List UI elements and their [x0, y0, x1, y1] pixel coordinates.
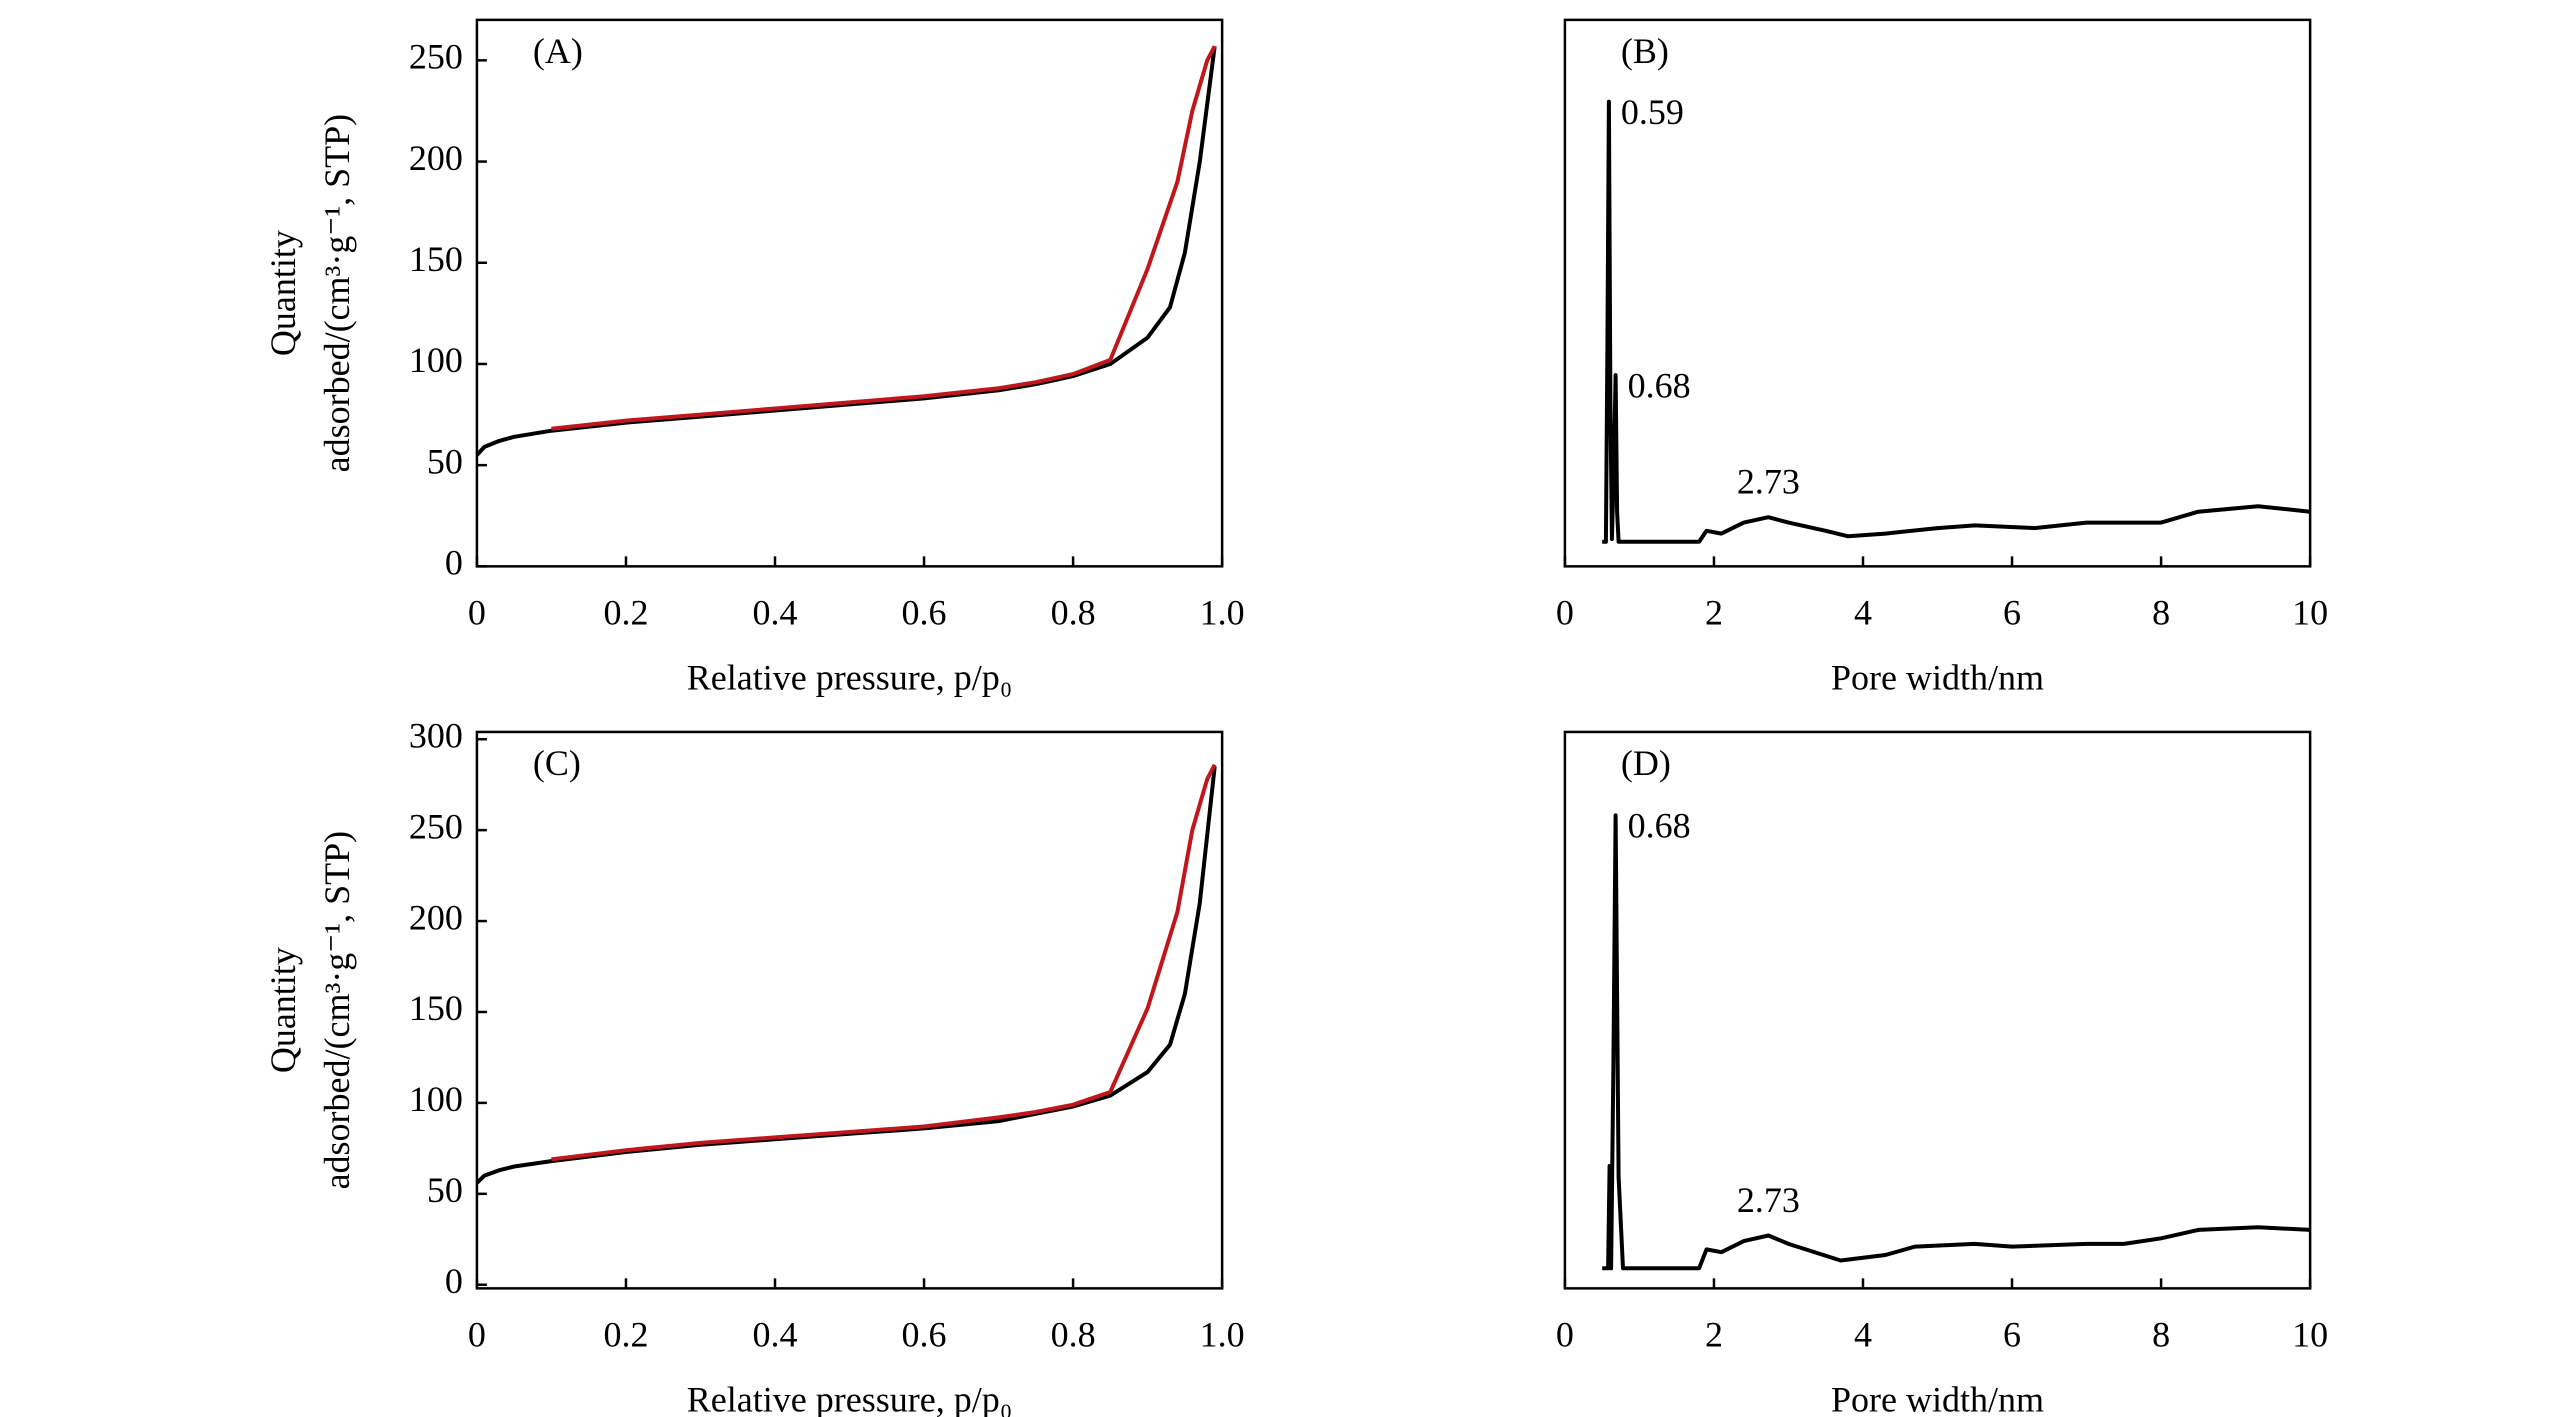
x-tick-label: 0.8 [1051, 593, 1096, 633]
y-tick-label: 0 [445, 543, 463, 583]
x-axis-label: Pore width/nm [1831, 658, 2044, 698]
y-tick-label: 250 [409, 806, 463, 846]
x-tick-label: 0 [1556, 593, 1574, 633]
x-axis-label: Relative pressure, p/p₀ [687, 1380, 1012, 1417]
y-tick-label: 200 [409, 897, 463, 937]
series-line [551, 763, 1217, 1162]
x-tick-label: 6 [2003, 1315, 2021, 1355]
panel-label: (A) [533, 31, 583, 71]
y-tick-label: 0 [445, 1261, 463, 1301]
x-tick-label: 0.6 [902, 593, 947, 633]
series-line [1602, 813, 2311, 1271]
y-axis-label: adsorbed/(cm³·g⁻¹, STP) [317, 114, 357, 473]
plot-frame [475, 18, 1224, 568]
x-tick-label: 2 [1705, 593, 1723, 633]
series-line [475, 45, 1217, 457]
peak-label: 0.68 [1628, 365, 1691, 405]
y-tick-label: 50 [427, 1170, 463, 1210]
x-tick-label: 8 [2152, 593, 2170, 633]
plot-frame [1563, 730, 2312, 1290]
y-axis-label: Quantity [263, 230, 303, 356]
peak-label: 0.59 [1621, 92, 1684, 132]
y-axis-label: adsorbed/(cm³·g⁻¹, STP) [317, 831, 357, 1190]
x-tick-label: 4 [1854, 593, 1872, 633]
y-tick-label: 150 [409, 239, 463, 279]
series-line [475, 766, 1217, 1185]
y-tick-label: 100 [409, 340, 463, 380]
plot-frame [1563, 18, 2312, 568]
y-tick-label: 150 [409, 988, 463, 1028]
peak-label: 0.68 [1628, 806, 1691, 846]
x-tick-label: 0 [1556, 1315, 1574, 1355]
x-tick-label: 8 [2152, 1315, 2170, 1355]
y-tick-label: 300 [409, 715, 463, 755]
x-tick-label: 4 [1854, 1315, 1872, 1355]
x-tick-label: 1.0 [1200, 593, 1245, 633]
x-tick-label: 0.8 [1051, 1315, 1096, 1355]
x-tick-label: 0.2 [603, 1315, 648, 1355]
x-tick-label: 0 [468, 593, 486, 633]
y-axis-label: Quantity [263, 947, 303, 1073]
peak-label: 2.73 [1737, 1180, 1800, 1220]
x-tick-label: 0.2 [603, 593, 648, 633]
x-axis-label: Pore width/nm [1831, 1380, 2044, 1417]
y-tick-label: 100 [409, 1079, 463, 1119]
y-tick-label: 200 [409, 138, 463, 178]
x-tick-label: 0 [468, 1315, 486, 1355]
x-axis-label: Relative pressure, p/p₀ [687, 658, 1012, 698]
x-tick-label: 6 [2003, 593, 2021, 633]
x-tick-label: 2 [1705, 1315, 1723, 1355]
x-tick-label: 0.4 [753, 1315, 798, 1355]
panel-label: (C) [533, 743, 581, 783]
peak-label: 2.73 [1737, 461, 1800, 501]
x-tick-label: 1.0 [1200, 1315, 1245, 1355]
series-line [1602, 99, 2311, 544]
x-tick-label: 0.4 [753, 593, 798, 633]
plot-frame [475, 730, 1224, 1290]
x-tick-label: 10 [2292, 593, 2328, 633]
x-tick-label: 10 [2292, 1315, 2328, 1355]
panel-label: (B) [1621, 31, 1669, 71]
series-line [551, 45, 1217, 431]
y-tick-label: 50 [427, 441, 463, 481]
panel-label: (D) [1621, 743, 1671, 783]
y-tick-label: 250 [409, 37, 463, 77]
x-tick-label: 0.6 [902, 1315, 947, 1355]
